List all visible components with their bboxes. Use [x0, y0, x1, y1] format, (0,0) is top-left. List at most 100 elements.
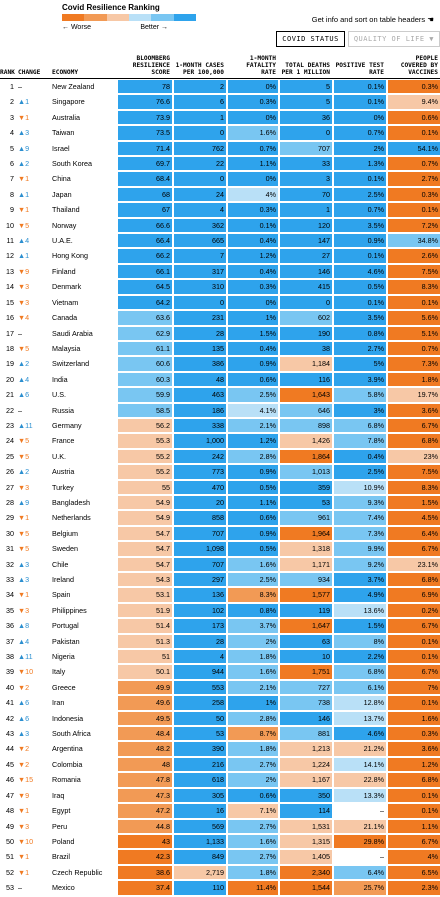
table-row[interactable]: 15 ▼3 Vietnam 64.2 0 0% 0 0.1% 0.1%: [0, 295, 440, 312]
vaccines-cell: 1.6%: [388, 711, 440, 726]
table-row[interactable]: 39 ▼10 Italy 50.1 944 1.6% 1,751 6.8% 6.7%: [0, 665, 440, 681]
table-row[interactable]: 17– Saudi Arabia 62.9 28 1.5% 190 0.8% 5.1%: [0, 326, 440, 342]
vaccines-cell: 0.1%: [388, 650, 440, 664]
change-cell: ▼5: [18, 450, 46, 463]
tab-quality-of-life[interactable]: QUALITY OF LIFE ▼: [347, 31, 440, 47]
header-change[interactable]: CHANGE: [18, 69, 41, 76]
rank-cell: 30: [6, 528, 14, 538]
positive-cell: 0.1%: [334, 295, 386, 310]
score-cell: 66.1: [118, 264, 172, 279]
table-row[interactable]: 9 ▼1 Thailand 67 4 0.3% 1 0.7% 0.1%: [0, 203, 440, 219]
change-value: 3: [25, 729, 30, 739]
table-row[interactable]: 49 ▼3 Peru 44.8 569 2.7% 1,531 21.1% 1.1%: [0, 819, 440, 835]
change-cell: ▼1: [18, 850, 46, 863]
score-cell: 38.6: [118, 865, 172, 880]
table-row[interactable]: 11 ▲4 U.A.E. 66.4 665 0.4% 147 0.9% 34.8%: [0, 234, 440, 250]
change-value: 1: [25, 174, 30, 184]
rank-cell: 26: [6, 467, 14, 477]
up-arrow-icon: ▲: [18, 143, 26, 153]
header-vaccines[interactable]: PEOPLE COVERED BY VACCINES: [400, 55, 438, 76]
table-row[interactable]: 5 ▲9 Israel 71.4 762 0.7% 707 2% 54.1%: [0, 141, 440, 158]
positive-cell: 22.8%: [334, 773, 386, 787]
change-cell: ▼9: [18, 789, 46, 802]
table-row[interactable]: 3 ▼1 Australia 73.9 1 0% 36 0% 0.6%: [0, 110, 440, 127]
table-row[interactable]: 22– Russia 58.5 186 4.1% 646 3% 3.6%: [0, 403, 440, 419]
score-cell: 47.8: [118, 773, 172, 787]
header-score[interactable]: BLOOMBERG RESILIENCE SCORE: [132, 55, 170, 76]
table-row[interactable]: 23 ▲11 Germany 56.2 338 2.1% 898 6.8% 6.7%: [0, 418, 440, 435]
table-row[interactable]: 45 ▼2 Colombia 48 216 2.7% 1,224 14.1% 1.2%: [0, 757, 440, 774]
header-deaths[interactable]: TOTAL DEATHS PER 1 MILLION: [281, 62, 330, 76]
table-row[interactable]: 48 ▼1 Egypt 47.2 16 7.1% 114–0.1%: [0, 804, 440, 820]
positive-cell: 3%: [334, 403, 386, 417]
vaccines-cell: 6.8%: [388, 773, 440, 787]
table-row[interactable]: 34 ▼1 Spain 53.1 136 8.3% 1,577 4.9% 6.9%: [0, 588, 440, 604]
table-row[interactable]: 30 ▼5 Belgium 54.7 707 0.9% 1,964 7.3% 6.4%: [0, 526, 440, 543]
positive-cell: 2%: [334, 141, 386, 156]
table-row[interactable]: 52 ▼1 Czech Republic 38.6 2,719 1.8% 2,340 6.4%…: [0, 865, 440, 882]
cases-cell: 553: [174, 680, 226, 695]
table-row[interactable]: 10 ▼5 Norway 66.6 362 0.1% 120 3.5% 7.2%: [0, 218, 440, 235]
table-row[interactable]: 42 ▲6 Indonesia 49.5 50 2.8% 146 13.7% 1.6%: [0, 711, 440, 728]
table-row[interactable]: 25 ▼5 U.K. 55.2 242 2.8% 1,864 0.4% 23%: [0, 449, 440, 466]
table-row[interactable]: 13 ▼9 Finland 66.1 317 0.4% 146 4.6% 7.5%: [0, 264, 440, 281]
header-cases[interactable]: 1-MONTH CASES PER 100,000: [175, 62, 224, 76]
rank-cell: 36: [6, 621, 14, 631]
table-row[interactable]: 41 ▲6 Iran 49.6 258 1% 738 12.8% 0.1%: [0, 696, 440, 712]
table-row[interactable]: 31 ▼5 Sweden 54.7 1,098 0.5% 1,318 9.9% 6.7%: [0, 542, 440, 558]
change-value: 3: [25, 282, 30, 292]
table-row[interactable]: 16 ▼4 Canada 63.6 231 1% 602 3.5% 5.6%: [0, 311, 440, 327]
table-row[interactable]: 2 ▲1 Singapore 76.6 6 0.3% 5 0.1% 9.4%: [0, 95, 440, 111]
table-row[interactable]: 51 ▼1 Brazil 42.3 849 2.7% 1,405–4%: [0, 850, 440, 866]
table-row[interactable]: 38 ▲11 Nigeria 51 4 1.8% 10 2.2% 0.1%: [0, 650, 440, 666]
fatality-cell: 0.9%: [228, 357, 278, 371]
table-row[interactable]: 7 ▼1 China 68.4 0 0% 3 0.1% 2.7%: [0, 172, 440, 188]
up-arrow-icon: ▲: [18, 359, 26, 369]
table-row[interactable]: 12 ▲1 Hong Kong 66.2 7 1.2% 27 0.1% 2.6%: [0, 249, 440, 265]
positive-cell: 2.7%: [334, 341, 386, 356]
table-row[interactable]: 33 ▲3 Ireland 54.3 297 2.5% 934 3.7% 6.8%: [0, 573, 440, 589]
header-rank[interactable]: RANK: [0, 69, 15, 76]
score-cell: 53.1: [118, 588, 172, 602]
cases-cell: 28: [174, 634, 226, 649]
table-row[interactable]: 37 ▲4 Pakistan 51.3 28 2% 63 8% 0.1%: [0, 634, 440, 651]
change-value: 2: [25, 759, 30, 769]
table-row[interactable]: 1– New Zealand 78 2 0% 5 0.1% 0.3%: [0, 80, 440, 96]
table-row[interactable]: 6 ▲2 South Korea 69.7 22 1.1% 33 1.3% 0.7%: [0, 157, 440, 173]
table-row[interactable]: 36 ▲8 Portugal 51.4 173 3.7% 1,647 1.5% 6.7%: [0, 619, 440, 635]
table-row[interactable]: 43 ▲3 South Africa 48.4 53 8.7% 881 4.6% 0.3%: [0, 727, 440, 743]
score-cell: 48: [118, 757, 172, 772]
table-row[interactable]: 50 ▼10 Poland 43 1,133 1.6% 1,315 29.8% 6.7%: [0, 834, 440, 851]
header-positive[interactable]: POSITIVE TEST RATE: [335, 62, 384, 76]
positive-cell: 0.1%: [334, 172, 386, 186]
rank-cell: 8: [10, 189, 14, 199]
table-row[interactable]: 4 ▲3 Taiwan 73.5 0 1.6% 0 0.7% 0.1%: [0, 126, 440, 142]
table-row[interactable]: 44 ▼2 Argentina 48.2 390 1.8% 1,213 21.2% 3.6%: [0, 742, 440, 758]
table-row[interactable]: 8 ▲1 Japan 68 24 4% 70 2.5% 0.3%: [0, 187, 440, 204]
header-fatality[interactable]: 1-MONTH FATALITY RATE: [246, 55, 276, 76]
table-row[interactable]: 27 ▼3 Turkey 55 470 0.5% 359 10.9% 8.3%: [0, 480, 440, 496]
deaths-cell: 1,171: [280, 557, 332, 571]
table-row[interactable]: 24 ▼5 France 55.3 1,000 1.2% 1,426 7.8% 6.8%: [0, 434, 440, 450]
table-row[interactable]: 47 ▼9 Iraq 47.3 305 0.6% 350 13.3% 0.1%: [0, 788, 440, 805]
change-value: 1: [25, 590, 30, 600]
table-row[interactable]: 19 ▲2 Switzerland 60.6 386 0.9% 1,184 5% 7.3%: [0, 357, 440, 373]
table-row[interactable]: 28 ▲9 Bangladesh 54.9 20 1.1% 53 9.3% 1.5%: [0, 495, 440, 512]
table-row[interactable]: 46 ▼15 Romania 47.8 618 2% 1,167 22.8% 6.8%: [0, 773, 440, 789]
table-row[interactable]: 40 ▼2 Greece 49.9 553 2.1% 727 6.1% 7%: [0, 680, 440, 697]
table-row[interactable]: 35 ▼3 Philippines 51.9 102 0.8% 119 13.6% 0.2%: [0, 603, 440, 620]
table-row[interactable]: 21 ▲6 U.S. 59.9 463 2.5% 1,643 5.8% 19.7%: [0, 388, 440, 404]
table-row[interactable]: 14 ▼3 Denmark 64.5 310 0.3% 415 0.5% 8.3%: [0, 280, 440, 296]
tab-covid-status[interactable]: COVID STATUS: [276, 31, 345, 47]
table-row[interactable]: 18 ▼5 Malaysia 61.1 135 0.4% 38 2.7% 0.7%: [0, 341, 440, 358]
table-row[interactable]: 20 ▲4 India 60.3 48 0.6% 116 3.9% 1.8%: [0, 372, 440, 389]
header-economy[interactable]: ECONOMY: [52, 69, 79, 76]
rank-cell: 44: [6, 744, 14, 754]
score-cell: 78: [118, 80, 172, 94]
change-value: 9: [25, 266, 30, 276]
table-row[interactable]: 32 ▲3 Chile 54.7 707 1.6% 1,171 9.2% 23.1%: [0, 557, 440, 573]
table-row[interactable]: 53– Mexico 37.4 110 11.4% 1,544 25.7% 2.3%: [0, 881, 440, 897]
table-row[interactable]: 29 ▼1 Netherlands 54.9 858 0.6% 961 7.4% 4.5%: [0, 511, 440, 527]
table-row[interactable]: 26 ▲2 Austria 55.2 773 0.9% 1,013 2.5% 7.5%: [0, 465, 440, 481]
change-value: 9: [25, 497, 30, 507]
